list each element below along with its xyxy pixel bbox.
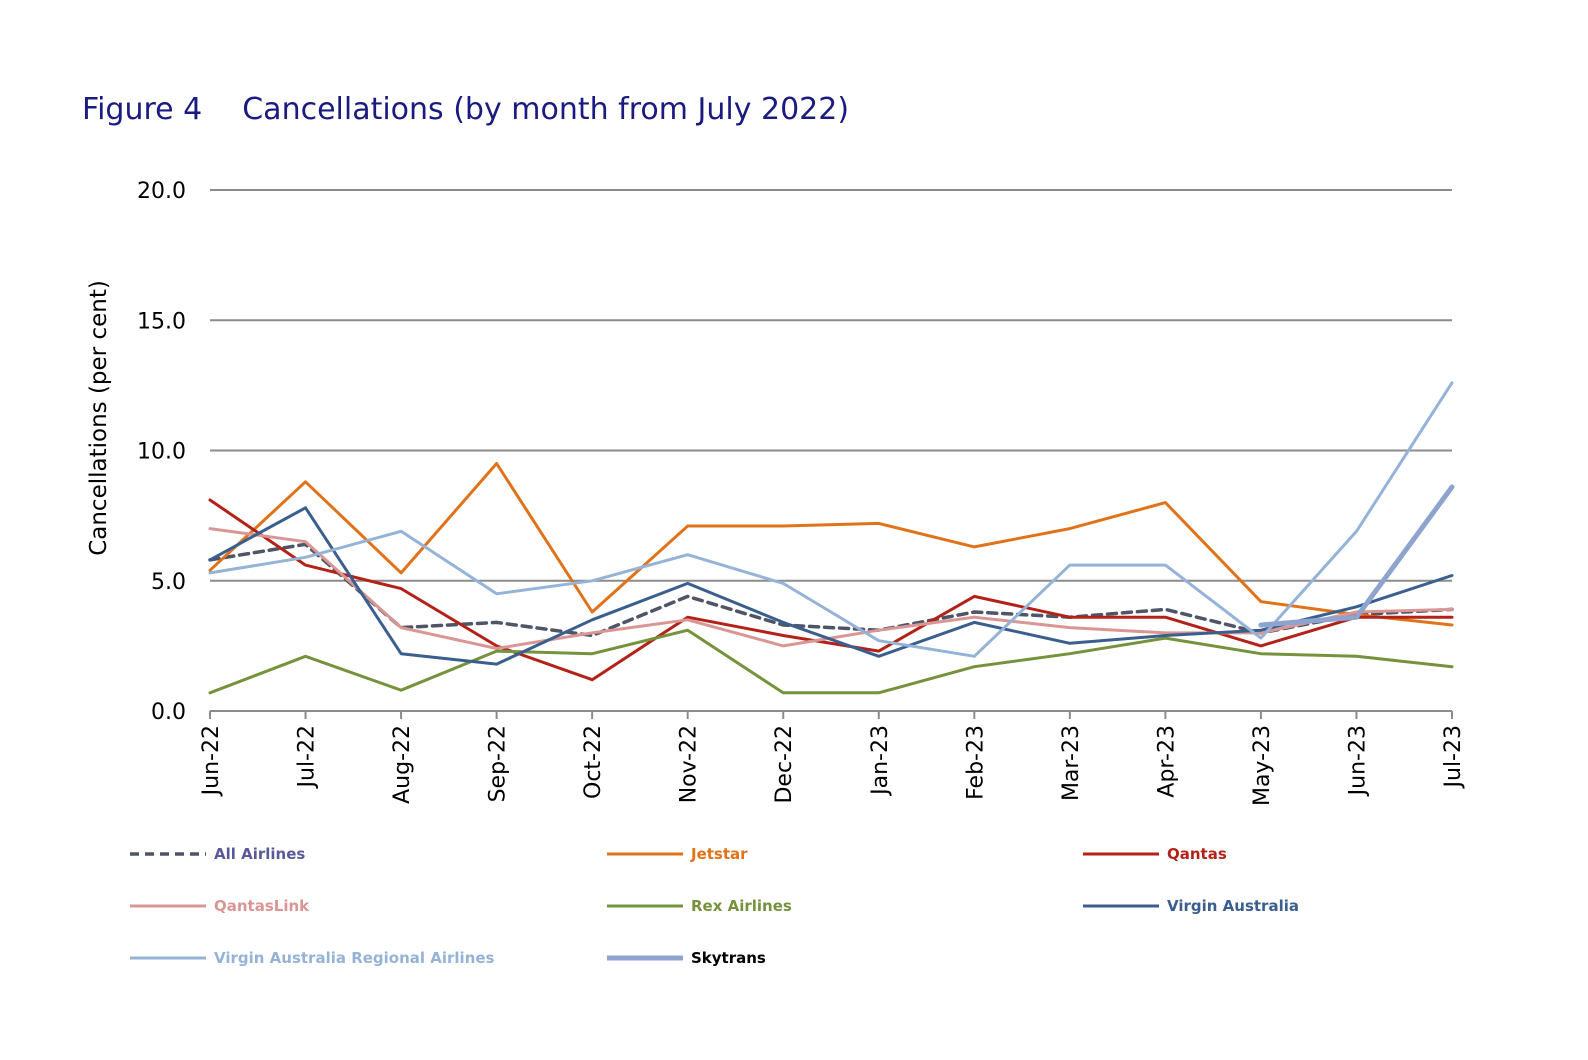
series-line-skytrans	[1258, 484, 1455, 628]
series-line-rex-airlines	[208, 628, 1454, 695]
y-tick-label: 10.0	[137, 440, 186, 465]
gridlines	[210, 189, 1452, 582]
x-tick-label: Jul-23	[1441, 725, 1466, 789]
y-tick-label: 0.0	[151, 700, 186, 725]
figure-title-text: Cancellations (by month from July 2022)	[242, 92, 850, 127]
x-tick-label: Apr-23	[1154, 725, 1179, 798]
legend-label-all-airlines: All Airlines	[214, 845, 305, 863]
x-tick-label: Sep-22	[486, 725, 511, 802]
x-tick-label: Jun-23	[1345, 725, 1370, 797]
figure-number: Figure 4	[82, 92, 203, 127]
legend-label-qantas: Qantas	[1167, 845, 1227, 863]
x-tick-label: Oct-22	[581, 725, 606, 799]
series-lines	[208, 381, 1455, 695]
x-tick-label: May-23	[1250, 725, 1275, 806]
series-line-qantas	[208, 498, 1454, 682]
legend: All Airlines Jetstar Qantas QantasLink Rex A…	[130, 845, 1299, 967]
legend-label-virgin-australia: Virgin Australia	[1167, 897, 1299, 915]
x-tick-label: Nov-22	[677, 725, 702, 803]
series-line-all-airlines	[208, 542, 1454, 638]
y-tick-label: 20.0	[137, 179, 186, 204]
x-tick-label: Jul-22	[295, 725, 320, 789]
series-line-virgin-australia-regional-airlines	[208, 381, 1454, 658]
legend-label-virgin-australia-regional-airlines: Virgin Australia Regional Airlines	[214, 949, 495, 967]
legend-label-jetstar: Jetstar	[690, 845, 748, 863]
legend-label-rex-airlines: Rex Airlines	[691, 897, 792, 915]
y-tick-label: 5.0	[151, 570, 186, 595]
legend-label-qantaslink: QantasLink	[214, 897, 310, 915]
x-tick-label: Feb-23	[963, 725, 988, 800]
x-tick-label: Aug-22	[390, 725, 415, 804]
series-line-virgin-australia	[208, 506, 1454, 666]
x-tick-label: Jun-22	[199, 725, 224, 797]
chart-title: Figure 4 Cancellations (by month from Jul…	[82, 92, 849, 127]
series-line-jetstar	[208, 462, 1454, 627]
x-tick-label: Jan-23	[868, 725, 893, 797]
y-tick-label: 15.0	[137, 309, 186, 334]
x-tick-label: Dec-22	[772, 725, 797, 804]
y-axis-title: Cancellations (per cent)	[86, 280, 112, 556]
axes: 0.0 5.0 10.0 15.0 20.0 Jun-22 Jul-22 Aug-22 Sep-…	[137, 179, 1466, 806]
x-tick-label: Mar-23	[1059, 725, 1084, 801]
legend-label-skytrans: Skytrans	[691, 949, 766, 967]
